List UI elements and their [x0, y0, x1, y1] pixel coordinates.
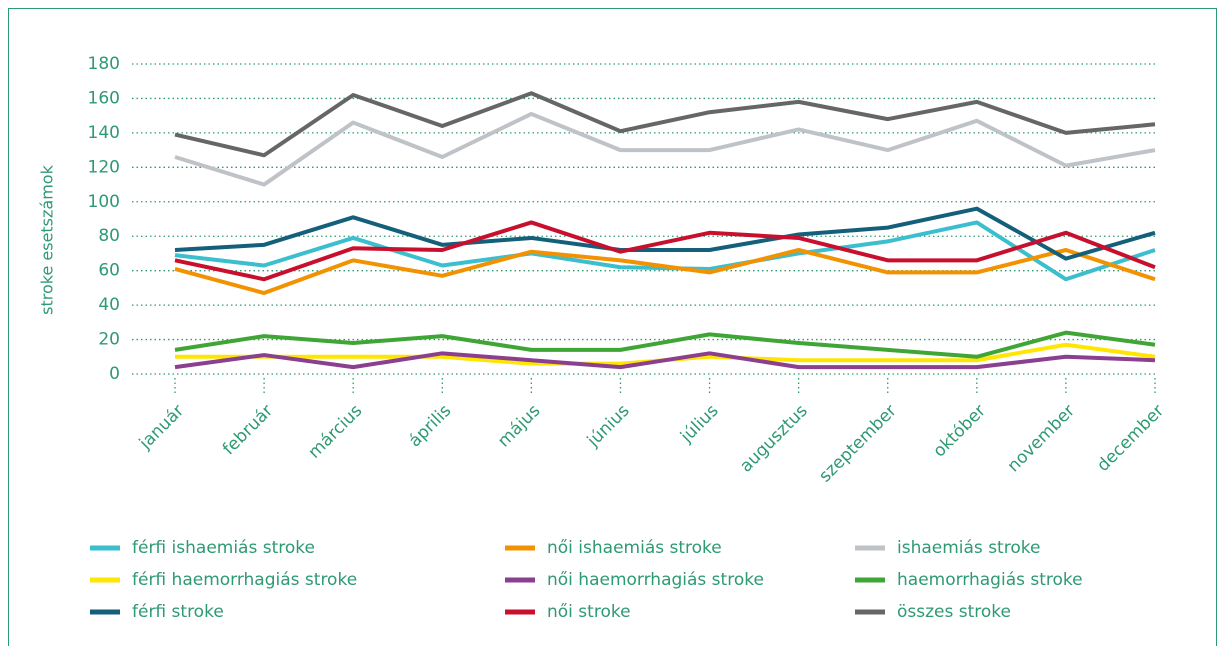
y-tick-label: 100	[88, 192, 120, 212]
legend-label: férfi ishaemiás stroke	[132, 538, 315, 558]
x-tick-label: május	[494, 401, 545, 452]
x-tick-label: március	[305, 401, 367, 463]
legend-label: ishaemiás stroke	[897, 538, 1040, 558]
legend-label: női haemorrhagiás stroke	[547, 570, 764, 590]
x-tick-label: augusztus	[736, 401, 812, 477]
legend-label: női ishaemiás stroke	[547, 538, 722, 558]
series-line	[174, 351, 1156, 370]
x-tick-label: december	[1093, 401, 1168, 476]
x-tick-label: április	[405, 401, 455, 451]
series-line	[174, 330, 1156, 359]
legend-label: férfi stroke	[132, 602, 224, 622]
x-tick-label: szeptember	[815, 401, 901, 487]
legend-label: férfi haemorrhagiás stroke	[132, 570, 357, 590]
legend-label: női stroke	[547, 602, 631, 622]
y-tick-label: 40	[98, 295, 120, 315]
x-tick-label: január	[135, 401, 188, 454]
x-tick-label: július	[676, 401, 722, 447]
legend-label: összes stroke	[897, 602, 1011, 622]
x-tick-label: november	[1004, 401, 1079, 476]
y-tick-label: 160	[88, 88, 120, 108]
y-tick-label: 20	[98, 330, 120, 350]
y-tick-label: 0	[109, 364, 120, 384]
series-line	[174, 206, 1156, 261]
y-tick-label: 180	[88, 54, 120, 74]
legend-label: haemorrhagiás stroke	[897, 570, 1083, 590]
series-line	[174, 220, 1156, 282]
series-line	[174, 248, 1156, 296]
x-tick-label: június	[583, 401, 634, 452]
x-tick-label: február	[219, 401, 277, 459]
x-tick-label: október	[929, 401, 990, 462]
series-line	[174, 111, 1156, 187]
frame	[8, 8, 1217, 646]
y-tick-label: 120	[88, 157, 120, 177]
y-axis-label: stroke esetszámok	[38, 164, 57, 314]
series-line	[174, 91, 1156, 158]
y-tick-label: 80	[98, 226, 120, 246]
y-tick-label: 60	[98, 261, 120, 281]
y-tick-label: 140	[88, 123, 120, 143]
